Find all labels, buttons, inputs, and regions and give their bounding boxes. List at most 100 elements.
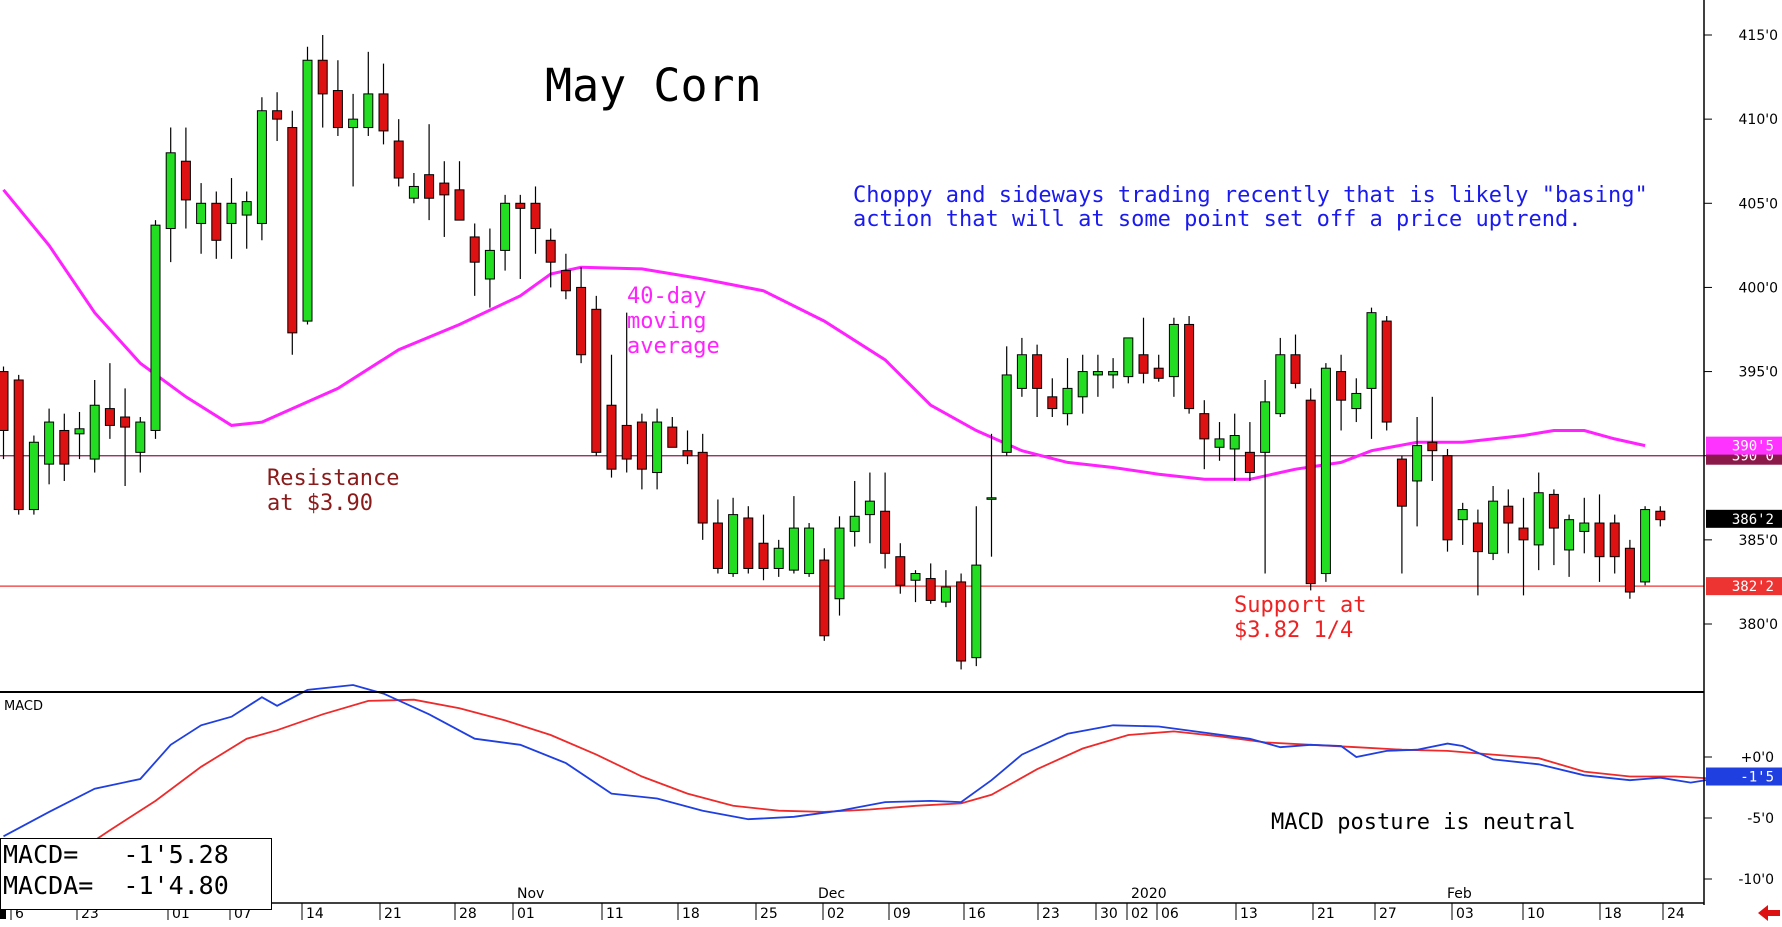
down-candle-body [925,578,936,601]
support-price-tag [1706,577,1782,596]
down-candle-body [591,308,602,453]
date-tick-label: 6 [15,906,24,922]
up-candle-body [971,564,982,659]
up-candle-body [302,59,313,322]
down-candle-body [1047,396,1058,410]
down-candle-body [1655,510,1666,521]
down-candle-body [1138,354,1149,374]
down-candle-body [393,140,404,179]
resistance-label-line-2: at $3.90 [267,491,373,516]
down-candle-body [1153,367,1164,379]
up-candle-body [1412,445,1423,482]
down-candle-body [576,286,587,356]
macd-layer [3,684,1782,862]
up-candle-body [1579,522,1590,532]
down-candle-body [819,559,830,637]
date-tick-label: 13 [1240,906,1258,922]
ma-label-line-2: moving [627,309,706,334]
down-candle-body [636,421,647,470]
down-candle-body [697,451,708,524]
down-candle-body [606,404,617,470]
axis-layer: 380'0385'0390'0395'0400'0405'0410'0415'0… [0,28,1782,922]
down-candle-body [895,556,906,586]
up-candle-body [834,527,845,600]
down-candle-body [1427,441,1438,452]
down-candle-body [1548,493,1559,529]
price-tick-label: 395'0 [1739,365,1778,381]
down-candle-body [667,426,678,448]
ma-label-line-3: average [627,334,720,359]
down-candle-body [560,270,571,292]
date-tick-label: 18 [682,906,700,922]
down-candle-body [758,542,769,569]
up-candle-body [1351,392,1362,410]
down-candle-body [1199,413,1210,440]
macda-readout: MACDA= -1'4.80 [3,871,229,900]
up-candle-body [788,527,799,571]
up-candle-body [408,185,419,199]
date-tick-label: 10 [1527,906,1545,922]
up-candle-body [1320,367,1331,575]
date-tick-label: 01 [172,906,190,922]
last-price-tag-label: 386'2 [1732,512,1774,528]
up-candle-body [150,224,161,431]
date-tick-label: 11 [606,906,624,922]
up-candle-body [1533,492,1544,546]
up-candle-body [1640,509,1651,583]
date-tick-label: 07 [234,906,252,922]
date-tick-label: 30 [1100,906,1118,922]
up-candle-body [44,421,55,465]
price-tick-label: 410'0 [1739,112,1778,128]
down-candle-body [439,182,450,196]
up-candle-body [363,93,374,129]
price-tick-label: 415'0 [1739,28,1778,44]
ma-label-line-1: 40-day [627,284,706,309]
up-candle-body [348,118,359,129]
down-candle-body [743,517,754,569]
price-tick-label: 405'0 [1739,196,1778,212]
month-label: Nov [517,886,544,902]
up-candle-body [1488,500,1499,554]
macd-readout-box: MACD= -1'5.28 MACDA= -1'4.80 [0,838,272,910]
support-label-line-1: Support at [1234,593,1366,618]
up-candle-body [1457,509,1468,521]
candlestick-layer [0,35,1666,670]
up-candle-body [1108,371,1119,376]
down-candle-body [1381,320,1392,423]
date-tick-label: 24 [1667,906,1685,922]
down-candle-body [180,160,191,201]
up-candle-body [256,110,267,224]
up-candle-body [849,515,860,532]
down-candle-body [424,174,435,199]
scroll-right-arrow-icon [1758,905,1780,921]
date-tick-label: 14 [306,906,324,922]
last-price-tag [1706,509,1782,528]
down-candle-body [0,371,9,431]
down-candle-body [1518,527,1529,541]
up-candle-body [804,527,815,575]
down-candle-body [1442,455,1453,541]
macd-panel-title: MACD [4,699,43,714]
up-candle-body [1062,387,1073,415]
up-candle-body [74,428,85,435]
up-candle-body [1229,435,1240,450]
date-tick-label: 28 [459,906,477,922]
up-candle-body [1214,438,1225,448]
date-tick-label: 21 [384,906,402,922]
up-candle-body [135,421,146,453]
down-candle-body [1503,505,1514,524]
down-candle-body [469,236,480,263]
down-candle-body [515,202,526,209]
last-price-tag [1706,436,1782,455]
date-tick-label: 02 [827,906,845,922]
date-tick-label: 23 [81,906,99,922]
up-candle-body [500,202,511,251]
up-candle-body [1077,371,1088,398]
up-candle-body [28,441,39,511]
up-candle-body [226,202,237,224]
up-candle-body [1016,354,1027,389]
down-candle-body [956,581,967,662]
price-tick-label: 385'0 [1739,533,1778,549]
up-candle-body [652,421,663,474]
